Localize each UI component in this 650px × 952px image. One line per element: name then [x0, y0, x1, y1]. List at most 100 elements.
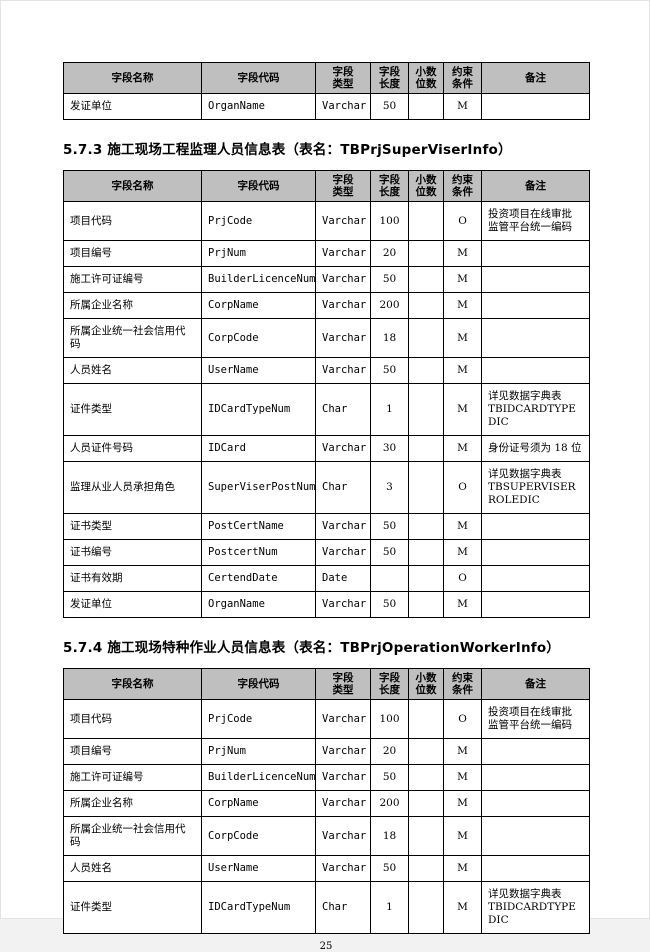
table-cell: PrjCode: [201, 201, 316, 241]
table-cell: [408, 461, 444, 514]
table-cell: 身份证号须为 18 位: [481, 435, 590, 462]
table-cell: 50: [370, 764, 409, 791]
table-cell: 发证单位: [63, 93, 202, 120]
table-cell: [408, 383, 444, 436]
table-cell: [408, 93, 444, 120]
table-cell: CorpCode: [201, 318, 316, 358]
field-table-continuation: 字段名称 字段代码 字段 类型 字段 长度 小数 位数 约束 条件 备注 发证单位 OrganN…: [63, 62, 590, 120]
column-header: 字段代码: [201, 62, 316, 94]
table-cell: 所属企业名称: [63, 790, 202, 817]
table-cell: Varchar: [315, 855, 371, 882]
table-cell: [481, 539, 590, 566]
table-cell: IDCard: [201, 435, 316, 462]
column-header: 约束 条件: [443, 62, 482, 94]
table-row: 项目代码 PrjCode Varchar 100 O 投资项目在线审批 监管平台统一编码: [63, 201, 590, 241]
table-row: 证书类型 PostCertName Varchar 50 M: [63, 513, 590, 540]
table-cell: [481, 790, 590, 817]
table-cell: 50: [370, 266, 409, 293]
table-cell: IDCardTypeNum: [201, 383, 316, 436]
table-cell: PrjCode: [201, 699, 316, 739]
table-cell: Varchar: [315, 591, 371, 618]
table-cell: CorpName: [201, 790, 316, 817]
table-cell: Varchar: [315, 699, 371, 739]
table-cell: M: [443, 292, 482, 319]
table-row: 项目编号 PrjNum Varchar 20 M: [63, 240, 590, 267]
column-header: 字段 类型: [315, 62, 371, 94]
table-cell: PostCertName: [201, 513, 316, 540]
column-header: 约束 条件: [443, 668, 482, 700]
table-cell: [408, 292, 444, 319]
table-cell: 证书类型: [63, 513, 202, 540]
table-cell: M: [443, 539, 482, 566]
table-cell: 3: [370, 461, 409, 514]
table-cell: UserName: [201, 357, 316, 384]
table-cell: M: [443, 357, 482, 384]
table-row: 施工许可证编号 BuilderLicenceNum Varchar 50 M: [63, 266, 590, 293]
column-header: 字段名称: [63, 668, 202, 700]
table-cell: 证书有效期: [63, 565, 202, 592]
table-row: 所属企业名称 CorpName Varchar 200 M: [63, 790, 590, 817]
table-cell: Varchar: [315, 93, 371, 120]
column-header: 小数 位数: [408, 170, 444, 202]
table-cell: [481, 565, 590, 592]
table-cell: [370, 565, 409, 592]
table-cell: Char: [315, 461, 371, 514]
table-cell: CorpName: [201, 292, 316, 319]
table-cell: 50: [370, 357, 409, 384]
table-cell: 人员证件号码: [63, 435, 202, 462]
table-cell: 18: [370, 816, 409, 856]
table-row: 人员姓名 UserName Varchar 50 M: [63, 855, 590, 882]
table-cell: SuperViserPostNum: [201, 461, 316, 514]
table-cell: 投资项目在线审批 监管平台统一编码: [481, 201, 590, 241]
header-row: 字段名称 字段代码 字段 类型 字段 长度 小数 位数 约束 条件 备注: [63, 170, 590, 202]
table-cell: 项目编号: [63, 738, 202, 765]
column-header: 字段名称: [63, 170, 202, 202]
table-cell: [481, 591, 590, 618]
table-cell: OrganName: [201, 591, 316, 618]
table-cell: M: [443, 266, 482, 293]
table-cell: 项目代码: [63, 699, 202, 739]
column-header: 字段 长度: [370, 668, 409, 700]
column-header: 字段代码: [201, 668, 316, 700]
table-cell: 30: [370, 435, 409, 462]
table-section-573: 5.7.3 施工现场工程监理人员信息表（表名：TBPrjSuperViserIn…: [63, 138, 590, 618]
table-cell: 50: [370, 855, 409, 882]
table-row: 施工许可证编号 BuilderLicenceNum Varchar 50 M: [63, 764, 590, 791]
header-row: 字段名称 字段代码 字段 类型 字段 长度 小数 位数 约束 条件 备注: [63, 62, 590, 94]
column-header: 备注: [481, 170, 590, 202]
table-cell: M: [443, 383, 482, 436]
table-cell: Varchar: [315, 539, 371, 566]
table-cell: 100: [370, 699, 409, 739]
table-cell: M: [443, 93, 482, 120]
table-cell: PostcertNum: [201, 539, 316, 566]
table-cell: M: [443, 816, 482, 856]
table-cell: 证书编号: [63, 539, 202, 566]
column-header: 字段 长度: [370, 62, 409, 94]
table-cell: 施工许可证编号: [63, 266, 202, 293]
field-table-574: 字段名称 字段代码 字段 类型 字段 长度 小数 位数 约束 条件 备注 项目代码 PrjCod…: [63, 668, 590, 934]
column-header: 备注: [481, 668, 590, 700]
table-row: 发证单位 OrganName Varchar 50 M: [63, 93, 590, 120]
table-cell: 1: [370, 383, 409, 436]
table-cell: [481, 738, 590, 765]
table-cell: 1: [370, 881, 409, 934]
table-row: 项目代码 PrjCode Varchar 100 O 投资项目在线审批 监管平台统一编码: [63, 699, 590, 739]
table-cell: Varchar: [315, 764, 371, 791]
table-cell: [408, 539, 444, 566]
table-cell: 证件类型: [63, 881, 202, 934]
table-row: 所属企业统一社会信用代码 CorpCode Varchar 18 M: [63, 816, 590, 856]
table-cell: 18: [370, 318, 409, 358]
table-cell: 详见数据字典表 TBSUPERVISERROLEDIC: [481, 461, 590, 514]
column-header: 备注: [481, 62, 590, 94]
table-cell: 50: [370, 591, 409, 618]
table-cell: PrjNum: [201, 240, 316, 267]
table-cell: M: [443, 240, 482, 267]
table-row: 所属企业统一社会信用代码 CorpCode Varchar 18 M: [63, 318, 590, 358]
table-row: 人员证件号码 IDCard Varchar 30 M 身份证号须为 18 位: [63, 435, 590, 462]
table-cell: [408, 738, 444, 765]
table-cell: [408, 790, 444, 817]
table-cell: M: [443, 790, 482, 817]
table-cell: [408, 764, 444, 791]
table-cell: O: [443, 461, 482, 514]
table-row: 证书有效期 CertendDate Date O: [63, 565, 590, 592]
